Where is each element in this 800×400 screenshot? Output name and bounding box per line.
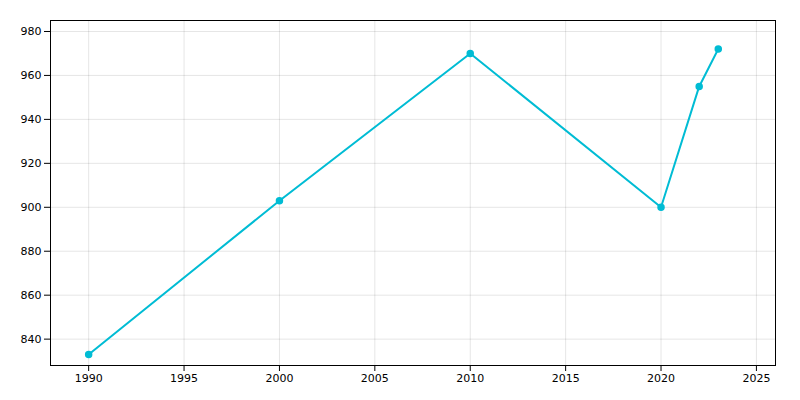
svg-text:840: 840 xyxy=(21,333,42,346)
svg-text:940: 940 xyxy=(21,113,42,126)
svg-text:920: 920 xyxy=(21,157,42,170)
svg-text:900: 900 xyxy=(21,201,42,214)
svg-text:2000: 2000 xyxy=(265,372,293,385)
svg-text:2015: 2015 xyxy=(552,372,580,385)
svg-text:860: 860 xyxy=(21,289,42,302)
svg-text:1990: 1990 xyxy=(75,372,103,385)
svg-text:2010: 2010 xyxy=(456,372,484,385)
svg-text:880: 880 xyxy=(21,245,42,258)
svg-text:2005: 2005 xyxy=(361,372,389,385)
svg-text:1995: 1995 xyxy=(170,372,198,385)
svg-text:980: 980 xyxy=(21,25,42,38)
svg-text:960: 960 xyxy=(21,69,42,82)
svg-text:2025: 2025 xyxy=(742,372,770,385)
svg-text:2020: 2020 xyxy=(647,372,675,385)
